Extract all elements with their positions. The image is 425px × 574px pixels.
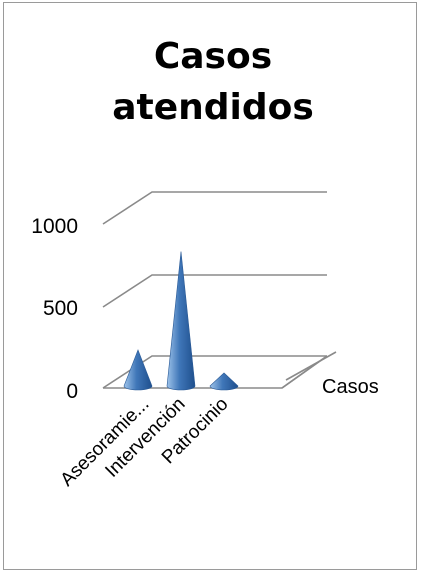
cone-1 <box>123 349 153 391</box>
chart-title-line-1: Casos <box>154 36 272 77</box>
cone-3 <box>209 372 239 391</box>
y-tick-0: 0 <box>66 380 78 403</box>
gridlines <box>102 191 327 389</box>
y-tick-1000: 1000 <box>31 215 78 238</box>
gridline-500 <box>102 274 327 308</box>
chart-title-line-2: atendidos <box>112 87 314 128</box>
gridline-0 <box>102 355 327 389</box>
chart-area <box>3 2 417 570</box>
cone-series <box>123 251 239 391</box>
y-tick-500: 500 <box>43 297 78 320</box>
series-label: Casos <box>322 376 379 398</box>
chart-floor <box>103 351 337 389</box>
gridline-1000 <box>102 191 327 225</box>
cone-2 <box>166 251 196 391</box>
